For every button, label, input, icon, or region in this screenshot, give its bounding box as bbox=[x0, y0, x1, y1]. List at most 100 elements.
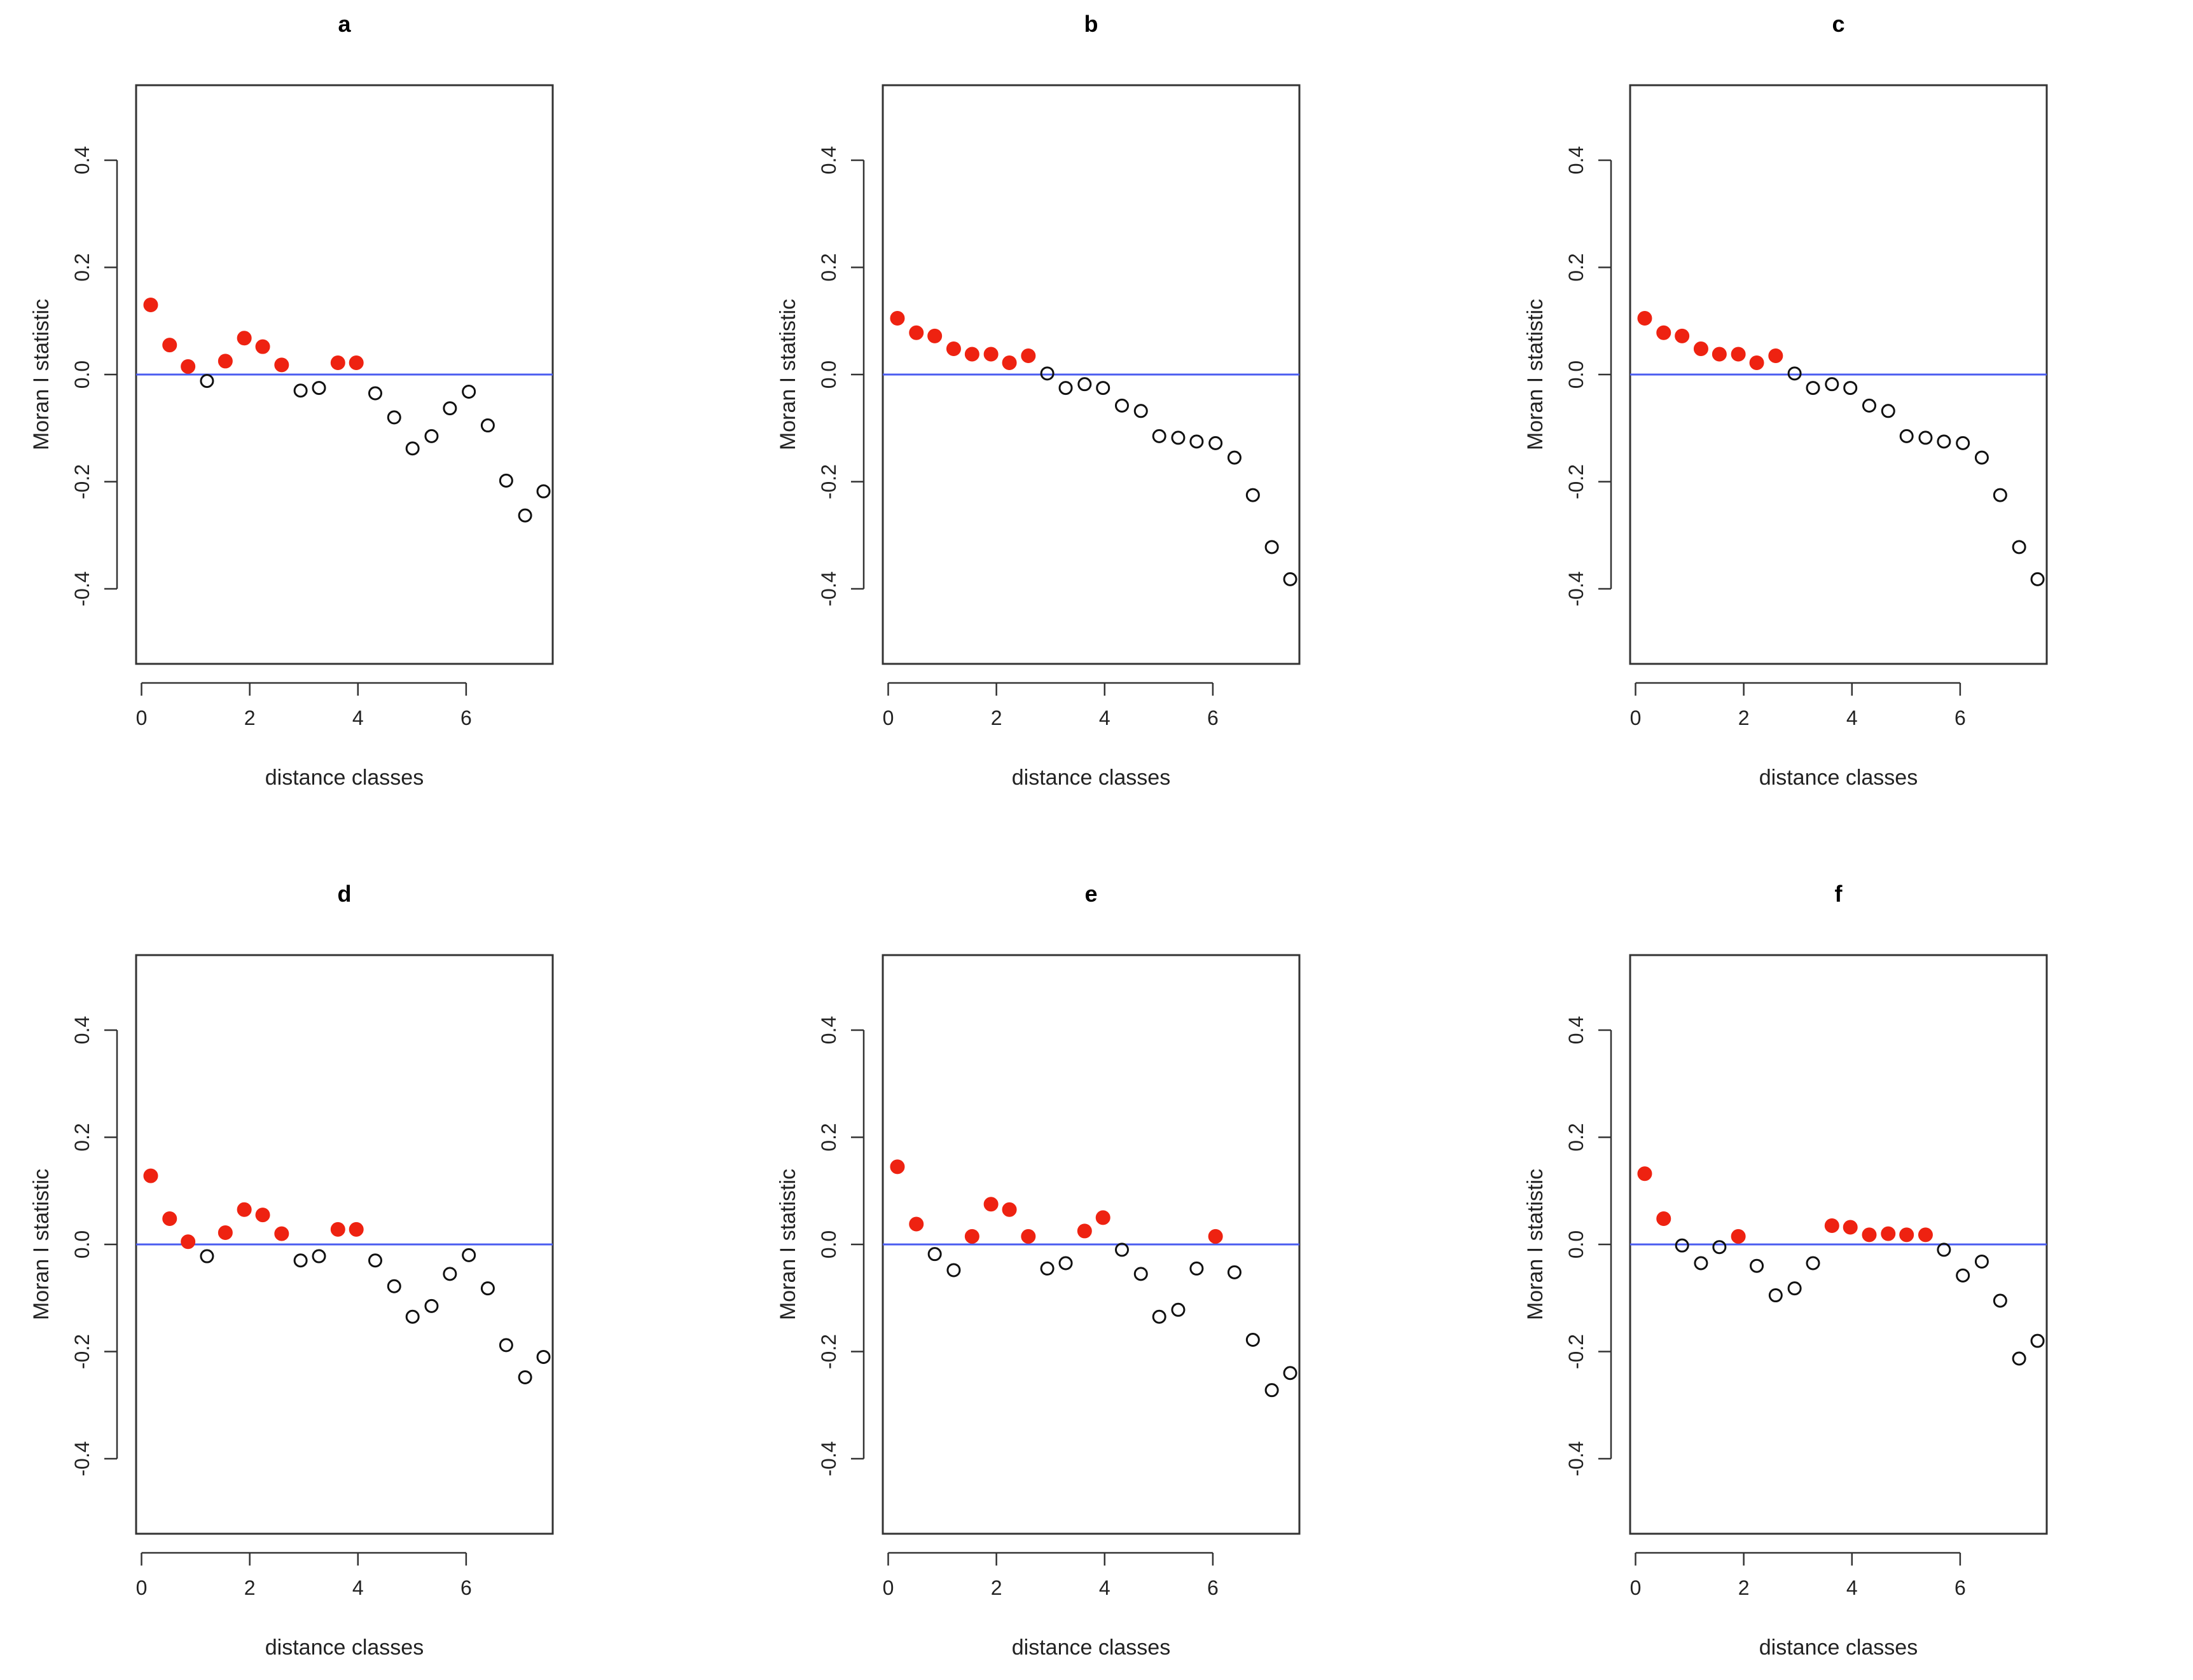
x-tick-label: 4 bbox=[1099, 706, 1110, 729]
y-tick-label: 0.2 bbox=[71, 253, 93, 281]
significant-point bbox=[1918, 1227, 1933, 1243]
y-tick-label: -0.4 bbox=[1565, 1441, 1588, 1476]
panel-title: b bbox=[1084, 11, 1098, 37]
nonsignificant-point bbox=[293, 383, 308, 398]
significant-point bbox=[349, 355, 364, 370]
significant-point bbox=[983, 347, 999, 362]
panel-f: f -0.4 -0.2 0.0 0.2 0.4 Moran I statistic 0 2 4 6 d… bbox=[1523, 881, 2048, 1660]
nonsignificant-point bbox=[1152, 429, 1166, 443]
significant-point bbox=[330, 1222, 345, 1237]
significant-point bbox=[909, 1216, 924, 1232]
nonsignificant-point bbox=[1881, 404, 1895, 418]
significant-point bbox=[349, 1222, 364, 1237]
panel-d: d -0.4 -0.2 0.0 0.2 0.4 Moran I statistic 0 2 4 6 d… bbox=[29, 881, 554, 1660]
significant-point bbox=[927, 328, 943, 343]
nonsignificant-point bbox=[1245, 1332, 1260, 1347]
x-tick-label: 4 bbox=[352, 706, 364, 729]
x-tick-label: 2 bbox=[244, 1576, 256, 1599]
nonsignificant-point bbox=[1993, 488, 2007, 502]
nonsignificant-point bbox=[1040, 1261, 1055, 1276]
nonsignificant-point bbox=[1283, 572, 1297, 586]
nonsignificant-point bbox=[1058, 381, 1073, 396]
panel-b: b -0.4 -0.2 0.0 0.2 0.4 Moran I statistic 0 2 4 6 d… bbox=[776, 11, 1301, 790]
nonsignificant-point bbox=[1675, 1238, 1689, 1253]
y-tick-label: -0.2 bbox=[1565, 464, 1588, 499]
nonsignificant-point bbox=[1993, 1293, 2007, 1308]
x-tick-label: 6 bbox=[460, 706, 472, 729]
panel-title: c bbox=[1832, 11, 1844, 37]
x-tick-label: 0 bbox=[1630, 1576, 1642, 1599]
x-tick-label: 2 bbox=[1738, 1576, 1750, 1599]
nonsignificant-point bbox=[200, 1249, 214, 1263]
y-tick-label: 0.0 bbox=[71, 1230, 93, 1258]
y-axis-label: Moran I statistic bbox=[776, 1169, 800, 1320]
nonsignificant-point bbox=[200, 374, 214, 389]
nonsignificant-point bbox=[424, 1298, 439, 1313]
y-axis-label: Moran I statistic bbox=[1523, 1169, 1547, 1320]
significant-point bbox=[1637, 1166, 1652, 1181]
x-tick-label: 6 bbox=[460, 1576, 472, 1599]
panel-title: e bbox=[1084, 881, 1097, 907]
significant-point bbox=[255, 1208, 270, 1223]
x-tick-label: 4 bbox=[1846, 1576, 1858, 1599]
y-tick-label: -0.2 bbox=[71, 464, 93, 499]
x-tick-label: 2 bbox=[991, 706, 1002, 729]
nonsignificant-point bbox=[2030, 572, 2045, 586]
y-tick-label: -0.2 bbox=[71, 1334, 93, 1369]
nonsignificant-point bbox=[927, 1247, 942, 1262]
nonsignificant-point bbox=[1806, 1256, 1820, 1270]
y-tick-label: 0.0 bbox=[817, 361, 840, 389]
y-tick-label: 0.2 bbox=[71, 1123, 93, 1151]
nonsignificant-point bbox=[1694, 1256, 1708, 1270]
significant-point bbox=[1656, 1211, 1671, 1227]
nonsignificant-point bbox=[1937, 434, 1951, 449]
nonsignificant-point bbox=[1245, 488, 1260, 502]
significant-point bbox=[964, 1229, 979, 1244]
nonsignificant-point bbox=[1843, 381, 1858, 396]
significant-point bbox=[162, 1211, 177, 1227]
significant-point bbox=[330, 355, 345, 370]
nonsignificant-point bbox=[499, 473, 513, 488]
significant-point bbox=[1002, 1202, 1017, 1217]
nonsignificant-point bbox=[1899, 429, 1914, 443]
nonsignificant-point bbox=[946, 1263, 961, 1277]
nonsignificant-point bbox=[387, 1279, 401, 1293]
significant-point bbox=[1749, 355, 1764, 370]
x-axis-label: distance classes bbox=[265, 766, 424, 790]
y-tick-label: 0.4 bbox=[817, 1016, 840, 1044]
y-axis-label: Moran I statistic bbox=[29, 1169, 53, 1320]
significant-point bbox=[983, 1197, 999, 1212]
y-tick-label: 0.0 bbox=[817, 1230, 840, 1258]
x-axis-label: distance classes bbox=[1012, 1635, 1170, 1660]
nonsignificant-point bbox=[1264, 1383, 1279, 1398]
significant-point bbox=[890, 311, 905, 326]
significant-point bbox=[1899, 1227, 1914, 1243]
x-tick-label: 2 bbox=[991, 1576, 1002, 1599]
x-tick-label: 0 bbox=[136, 706, 148, 729]
significant-point bbox=[1712, 347, 1727, 362]
x-tick-label: 4 bbox=[352, 1576, 364, 1599]
panel-title: d bbox=[338, 881, 352, 907]
nonsignificant-point bbox=[443, 1267, 457, 1281]
x-axis-label: distance classes bbox=[265, 1635, 424, 1660]
nonsignificant-point bbox=[312, 1249, 326, 1263]
nonsignificant-point bbox=[443, 401, 457, 416]
nonsignificant-point bbox=[1712, 1240, 1727, 1255]
nonsignificant-point bbox=[1058, 1256, 1073, 1270]
significant-point bbox=[1095, 1210, 1110, 1225]
x-tick-label: 4 bbox=[1099, 1576, 1110, 1599]
y-tick-label: 0.4 bbox=[817, 146, 840, 174]
y-tick-label: -0.4 bbox=[71, 1441, 93, 1476]
nonsignificant-point bbox=[536, 1349, 551, 1364]
nonsignificant-point bbox=[1787, 1281, 1802, 1296]
x-tick-label: 0 bbox=[1630, 706, 1642, 729]
nonsignificant-point bbox=[293, 1253, 308, 1268]
significant-point bbox=[1656, 325, 1671, 340]
x-tick-label: 0 bbox=[883, 706, 894, 729]
significant-point bbox=[274, 357, 289, 373]
significant-point bbox=[964, 347, 979, 362]
nonsignificant-point bbox=[1040, 366, 1055, 381]
nonsignificant-point bbox=[2012, 1351, 2026, 1366]
panel-e: e -0.4 -0.2 0.0 0.2 0.4 Moran I statistic 0 2 4 6 d… bbox=[776, 881, 1301, 1660]
significant-point bbox=[1021, 1229, 1036, 1244]
